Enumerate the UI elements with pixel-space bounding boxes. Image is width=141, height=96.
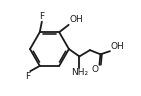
Text: F: F	[25, 72, 30, 81]
Text: NH₂: NH₂	[71, 69, 88, 77]
Text: OH: OH	[110, 42, 124, 51]
Text: F: F	[39, 12, 44, 21]
Text: OH: OH	[69, 15, 83, 24]
Text: O: O	[92, 65, 99, 74]
